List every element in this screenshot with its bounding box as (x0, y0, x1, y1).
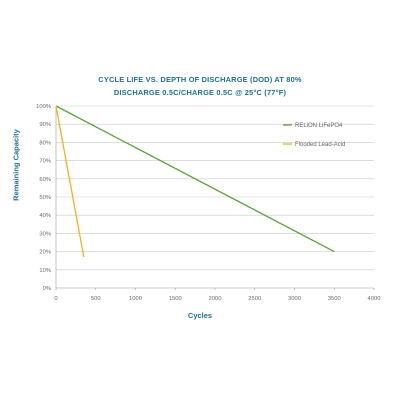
chart-title-line1: CYCLE LIFE VS. DEPTH OF DISCHARGE (DOD) … (98, 75, 302, 84)
legend-entry: RELiON LiFePO4 (295, 123, 343, 129)
x-tick-label: 3500 (328, 296, 341, 302)
x-tick-label: 4000 (368, 296, 381, 302)
x-tick-label: 1000 (129, 296, 142, 302)
x-tick-label: 3000 (288, 296, 301, 302)
series-line-1 (55, 105, 85, 258)
x-tick-label: 1500 (169, 296, 182, 302)
series-line-0 (55, 105, 335, 253)
x-axis-label: Cycles (187, 311, 213, 320)
chart-title-line2: DISCHARGE 0.5C/CHARGE 0.5C @ 25°C (77°F) (113, 88, 287, 97)
legend-entry: Flooded Lead-Acid (295, 142, 345, 148)
y-tick-label: 0% (43, 286, 51, 292)
y-tick-label: 80% (39, 140, 51, 146)
y-axis-label: Remaining Capacity (11, 129, 21, 201)
x-tick-label: 2000 (209, 296, 222, 302)
y-tick-label: 10% (39, 268, 51, 274)
y-tick-label: 100% (36, 104, 51, 110)
y-tick-label: 60% (39, 177, 51, 183)
x-tick-label: 500 (91, 296, 101, 302)
y-tick-label: 90% (39, 122, 51, 128)
x-tick-label: 2500 (248, 296, 261, 302)
x-tick-label: 0 (54, 296, 57, 302)
y-tick-label: 20% (39, 250, 51, 256)
y-tick-label: 30% (39, 231, 51, 237)
y-tick-label: 40% (39, 213, 51, 219)
y-tick-label: 50% (39, 195, 51, 201)
y-tick-label: 70% (39, 159, 51, 165)
